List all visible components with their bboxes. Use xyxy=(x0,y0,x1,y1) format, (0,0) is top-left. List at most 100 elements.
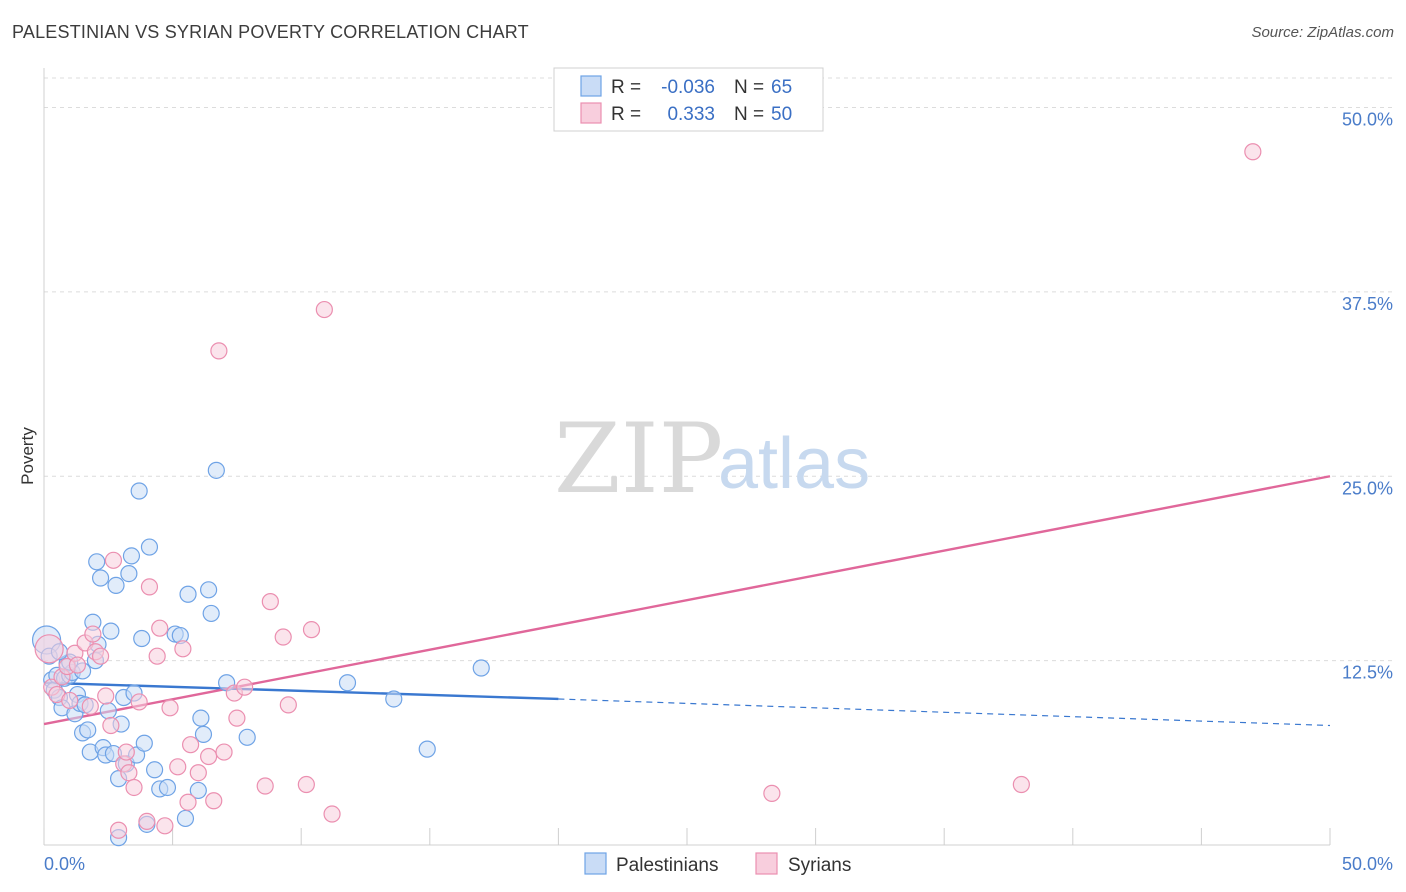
point-syrians-28 xyxy=(169,758,187,776)
point-syrians-23 xyxy=(140,578,159,596)
point-palestinians-38 xyxy=(133,629,151,648)
legend-swatch-syrians xyxy=(580,102,602,124)
chart-title: PALESTINIAN VS SYRIAN POVERTY CORRELATIO… xyxy=(12,22,529,42)
point-syrians-44 xyxy=(297,775,315,794)
series-swatch-palestinians xyxy=(584,852,607,875)
point-palestinians-47 xyxy=(176,809,195,828)
point-palestinians-50 xyxy=(192,709,210,727)
axes xyxy=(43,68,1331,846)
series-swatch-syrians xyxy=(755,852,778,875)
point-syrians-15 xyxy=(104,551,123,569)
point-palestinians-57 xyxy=(338,674,357,692)
legend-n-label-palestinians: N = xyxy=(734,77,764,98)
y-axis-label: Poverty xyxy=(18,427,37,485)
point-palestinians-54 xyxy=(207,461,225,479)
point-syrians-27 xyxy=(161,699,179,717)
point-syrians-25 xyxy=(151,619,169,637)
point-palestinians-56 xyxy=(238,728,256,746)
point-palestinians-25 xyxy=(99,702,117,720)
legend-n-value-syrians: 50 xyxy=(771,104,792,125)
trend-line-syrians xyxy=(43,475,1331,726)
point-syrians-48 xyxy=(763,784,781,802)
point-syrians-45 xyxy=(302,621,321,639)
point-syrians-40 xyxy=(256,777,274,795)
point-palestinians-44 xyxy=(158,778,177,797)
point-syrians-33 xyxy=(200,747,218,766)
point-palestinians-22 xyxy=(91,569,110,587)
point-syrians-34 xyxy=(205,792,223,810)
point-syrians-42 xyxy=(274,628,292,646)
y-tick-label-1: 25.0% xyxy=(1342,478,1393,498)
point-syrians-39 xyxy=(236,678,254,696)
trend-line-palestinians xyxy=(43,681,559,701)
point-syrians-46 xyxy=(315,300,333,319)
data-points xyxy=(31,143,1262,847)
point-syrians-43 xyxy=(279,696,297,714)
watermark-atlas: atlas xyxy=(718,424,870,504)
point-syrians-36 xyxy=(215,743,233,761)
point-syrians-13 xyxy=(97,687,115,705)
point-syrians-18 xyxy=(117,743,135,761)
point-syrians-35 xyxy=(210,342,228,360)
point-palestinians-16 xyxy=(79,721,97,739)
point-syrians-16 xyxy=(109,821,128,839)
legend-n-value-palestinians: 65 xyxy=(771,77,792,98)
legend-r-label-syrians: R = xyxy=(611,104,641,125)
point-syrians-9 xyxy=(81,697,99,715)
x-tick-label-1: 50.0% xyxy=(1342,854,1393,874)
legend-r-value-palestinians: -0.036 xyxy=(661,77,715,98)
point-syrians-29 xyxy=(174,640,192,658)
point-syrians-50 xyxy=(1244,143,1262,161)
point-syrians-7 xyxy=(68,656,87,674)
point-palestinians-59 xyxy=(418,740,436,758)
point-palestinians-53 xyxy=(202,604,220,623)
point-syrians-5 xyxy=(61,691,79,710)
legend-swatch-palestinians xyxy=(580,75,602,97)
legend-r-value-syrians: 0.333 xyxy=(667,104,715,125)
point-syrians-24 xyxy=(148,647,166,665)
point-palestinians-51 xyxy=(194,725,213,743)
chart-source: Source: ZipAtlas.com xyxy=(1251,24,1394,41)
series-label-palestinians: Palestinians xyxy=(616,855,718,876)
point-palestinians-37 xyxy=(130,482,148,500)
point-palestinians-49 xyxy=(189,781,207,800)
point-syrians-47 xyxy=(323,805,341,823)
tick-labels: 12.5% 25.0% 37.5% 50.0% 0.0% 50.0% xyxy=(44,110,1393,875)
point-palestinians-52 xyxy=(200,581,218,599)
y-tick-label-2: 37.5% xyxy=(1342,294,1393,314)
point-palestinians-33 xyxy=(120,564,138,583)
point-syrians-41 xyxy=(261,593,279,611)
point-palestinians-34 xyxy=(122,547,141,565)
point-palestinians-28 xyxy=(107,576,125,595)
point-palestinians-48 xyxy=(179,585,197,603)
y-tick-label-0: 12.5% xyxy=(1342,663,1393,683)
point-syrians-49 xyxy=(1012,775,1030,794)
trend-lines xyxy=(43,475,1331,727)
point-syrians-12 xyxy=(91,647,110,665)
point-syrians-0 xyxy=(34,634,64,664)
point-palestinians-60 xyxy=(472,659,490,677)
point-syrians-19 xyxy=(120,764,138,782)
point-syrians-21 xyxy=(130,693,148,711)
trend-line-extension-palestinians xyxy=(558,698,1331,727)
series-legend: Palestinians Syrians xyxy=(584,852,851,876)
legend-box: R = -0.036 N = 65 R = 0.333 N = 50 xyxy=(553,67,824,132)
legend-n-label-syrians: N = xyxy=(734,104,764,125)
y-tick-label-3: 50.0% xyxy=(1342,110,1393,130)
point-palestinians-26 xyxy=(102,622,120,640)
point-palestinians-58 xyxy=(385,690,403,708)
point-syrians-38 xyxy=(228,709,246,727)
point-palestinians-42 xyxy=(145,761,164,779)
point-palestinians-41 xyxy=(140,538,159,556)
point-syrians-32 xyxy=(189,764,207,782)
x-tick-label-0: 0.0% xyxy=(44,854,85,874)
point-syrians-26 xyxy=(156,817,174,835)
point-syrians-30 xyxy=(179,793,197,811)
point-syrians-14 xyxy=(102,716,120,735)
watermark-zip: ZIP xyxy=(554,403,723,515)
point-syrians-20 xyxy=(125,778,143,797)
point-syrians-22 xyxy=(138,812,156,831)
series-label-syrians: Syrians xyxy=(788,855,851,876)
point-palestinians-20 xyxy=(88,553,106,571)
